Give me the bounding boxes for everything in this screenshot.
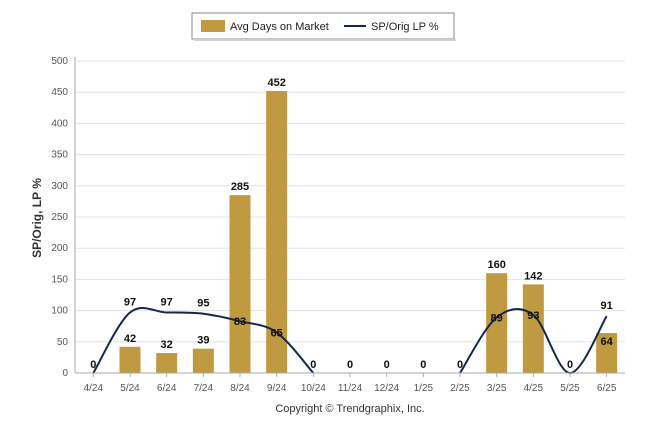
x-tick-label: 9/24 <box>267 383 287 394</box>
copyright-footer: Copyright © Trendgraphix, Inc. <box>275 403 424 415</box>
line-data-label: 65 <box>271 327 283 339</box>
bar-data-label: 0 <box>310 359 316 371</box>
y-tick-label: 0 <box>62 368 68 379</box>
line-data-label: 89 <box>491 312 503 324</box>
bar-data-label: 0 <box>347 359 353 371</box>
x-tick-label: 11/24 <box>338 383 363 394</box>
x-tick-label: 3/25 <box>487 383 507 394</box>
y-tick-label: 300 <box>51 181 68 192</box>
x-tick-label: 5/25 <box>560 383 580 394</box>
y-tick-label: 500 <box>51 56 68 67</box>
bar-data-label: 42 <box>124 333 136 345</box>
bar-data-label: 142 <box>524 270 542 282</box>
bar <box>156 353 178 373</box>
bar-data-label: 32 <box>161 339 173 351</box>
legend: Avg Days on Market SP/Orig LP % <box>191 12 456 41</box>
grid-layer <box>75 60 625 343</box>
bar <box>119 346 141 373</box>
bar-data-label: 160 <box>487 259 505 271</box>
line-data-label: 93 <box>527 310 539 322</box>
legend-bar-label: Avg Days on Market <box>230 21 329 33</box>
bar <box>522 284 544 373</box>
x-tick-label: 2/25 <box>450 383 470 394</box>
legend-bar-swatch <box>201 20 225 32</box>
bar <box>266 90 288 374</box>
x-tick-label: 10/24 <box>301 383 326 394</box>
y-axis-label: SP/Orig, LP % <box>30 178 44 258</box>
line-data-label: 95 <box>197 298 209 310</box>
legend-shadow <box>194 39 456 41</box>
x-tick-label: 4/24 <box>84 383 104 394</box>
y-tick-label: 200 <box>51 243 68 254</box>
y-tick-label: 250 <box>51 212 68 223</box>
bar-data-label: 452 <box>267 77 285 89</box>
line-data-label: 97 <box>124 296 136 308</box>
x-tick-label: 7/24 <box>194 383 214 394</box>
bar-data-label: 64 <box>601 336 614 348</box>
legend-line-label: SP/Orig LP % <box>371 21 439 33</box>
y-tick-label: 50 <box>57 337 69 348</box>
x-tick-label: 6/25 <box>597 383 617 394</box>
legend-box <box>191 12 455 40</box>
x-tick-label: 6/24 <box>157 383 177 394</box>
label-layer: 0 42 32 39 285 452 0 0 0 0 0 160 142 0 64 97 97 95 83 65 89 9… <box>90 77 613 371</box>
bar <box>192 348 214 373</box>
line-data-label: 91 <box>601 300 613 312</box>
bar <box>486 273 508 373</box>
y-tick-label: 100 <box>51 306 68 317</box>
y-tick-label: 450 <box>51 87 68 98</box>
bar <box>596 333 618 373</box>
line-data-label: 97 <box>161 296 173 308</box>
y-tick-label: 350 <box>51 150 68 161</box>
x-tick-label: 12/24 <box>374 383 399 394</box>
x-tick-label: 5/24 <box>120 383 140 394</box>
line-layer <box>92 306 608 375</box>
y-tick-label: 150 <box>51 274 68 285</box>
bar-data-label: 0 <box>420 359 426 371</box>
bar <box>229 195 251 373</box>
x-tick-label: 4/25 <box>524 383 544 394</box>
x-tick-label: 8/24 <box>230 383 250 394</box>
bar-data-label: 285 <box>231 181 249 193</box>
bar-layer <box>119 90 618 374</box>
bar-data-label: 0 <box>457 359 463 371</box>
y-tick-label: 400 <box>51 118 68 129</box>
bar-data-label: 0 <box>90 359 96 371</box>
bar-data-label: 0 <box>567 359 573 371</box>
line-series-path <box>459 308 608 375</box>
bar-data-label: 39 <box>197 335 209 347</box>
line-data-label: 83 <box>234 316 246 328</box>
x-tick-label: 1/25 <box>414 383 434 394</box>
axis-layer: 0 50 100 150 200 250 300 350 400 450 500 4/24 5/24 6/… <box>51 56 625 394</box>
bar-data-label: 0 <box>384 359 390 371</box>
line-series-path <box>92 306 315 374</box>
